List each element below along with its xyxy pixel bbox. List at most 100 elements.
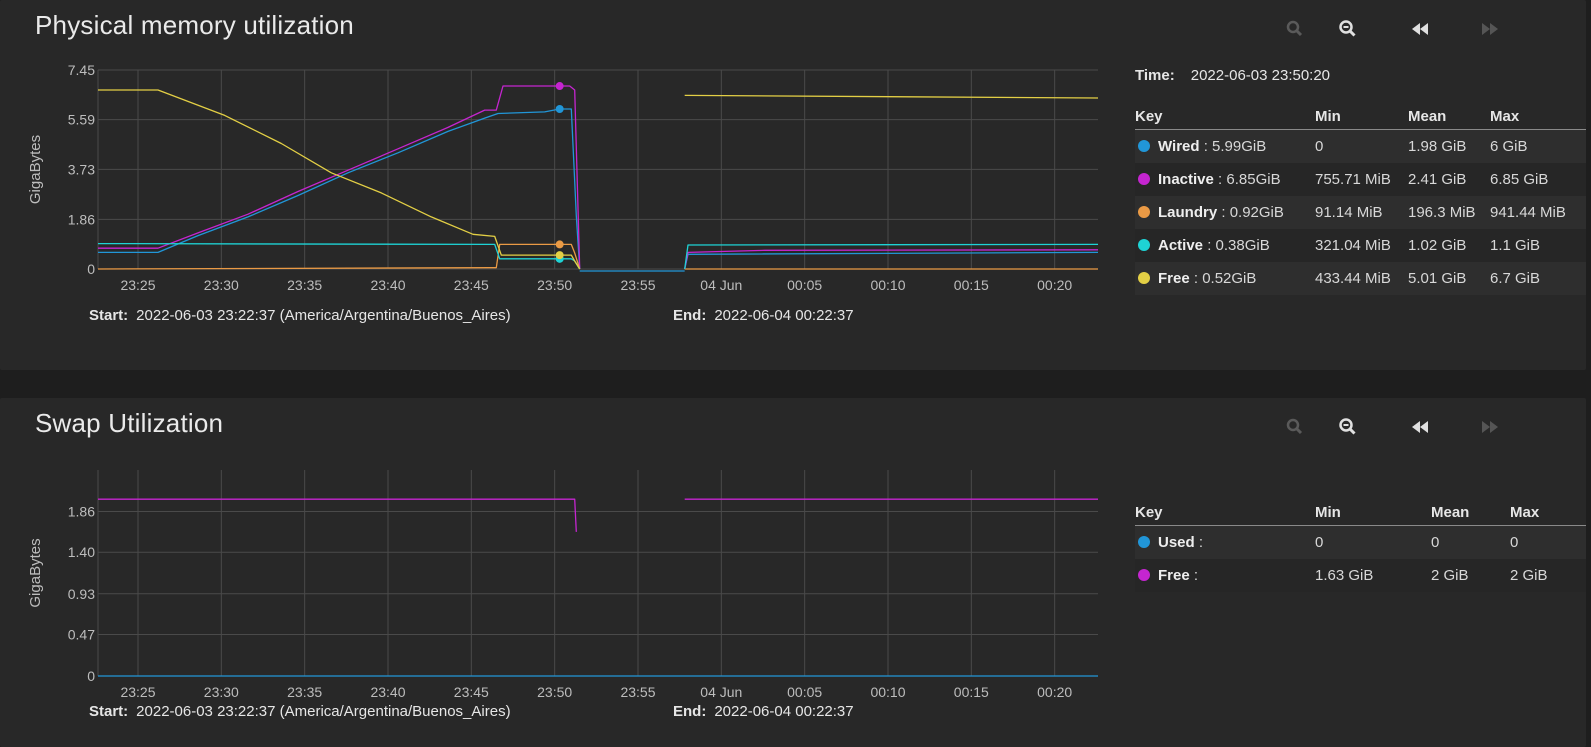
memory-legend-header: Key Min Mean Max bbox=[1135, 103, 1586, 130]
memory-marker-wired bbox=[555, 104, 564, 113]
legend-key-current: : 6.85GiB bbox=[1213, 171, 1281, 188]
swap-x-tick-label: 23:40 bbox=[370, 684, 405, 698]
legend-key: Laundry : 0.92GiB bbox=[1135, 196, 1315, 229]
swap-end-label: End: bbox=[673, 703, 707, 720]
inactive-dot-icon bbox=[1138, 173, 1150, 185]
zoom-in-icon bbox=[1286, 20, 1303, 37]
memory-x-tick-label: 04 Jun bbox=[700, 277, 742, 293]
active-dot-icon bbox=[1138, 239, 1150, 251]
swap-chart: 0 0.47 0.93 1.40 1.86 23:25 23:30 23:35 23:40 23… bbox=[27, 470, 1098, 698]
step-back-button[interactable] bbox=[1405, 14, 1435, 44]
swap-x-tick-label: 23:25 bbox=[120, 684, 155, 698]
legend-max: 6 GiB bbox=[1490, 129, 1586, 163]
memory-time-label: Time: bbox=[1135, 67, 1175, 84]
swap-x-tick-label: 23:45 bbox=[454, 684, 489, 698]
legend-min: 433.44 MiB bbox=[1315, 262, 1408, 295]
legend-key-name: Used bbox=[1158, 534, 1195, 551]
swap-start-label: Start: bbox=[89, 703, 129, 720]
legend-row-free[interactable]: Free : 0.52GiB 433.44 MiB 5.01 GiB 6.7 G… bbox=[1135, 262, 1586, 295]
memory-start: Start: 2022-06-03 23:22:37 (America/Argen… bbox=[89, 307, 511, 324]
memory-x-tick-label: 23:55 bbox=[620, 277, 655, 293]
zoom-out-icon bbox=[1339, 20, 1356, 37]
legend-row-wired[interactable]: Wired : 5.99GiB 0 1.98 GiB 6 GiB bbox=[1135, 129, 1586, 163]
legend-row-inactive[interactable]: Inactive : 6.85GiB 755.71 MiB 2.41 GiB 6… bbox=[1135, 163, 1586, 196]
legend-min: 0 bbox=[1315, 525, 1431, 559]
legend-key-current: : 0.52GiB bbox=[1189, 270, 1257, 287]
memory-series-wired-line bbox=[98, 108, 581, 270]
legend-max: 0 bbox=[1510, 525, 1586, 559]
memory-x-tick-label: 00:15 bbox=[954, 277, 989, 293]
legend-min: 1.63 GiB bbox=[1315, 559, 1431, 592]
step-forward-button[interactable] bbox=[1475, 412, 1505, 442]
swap-legend: Key Min Mean Max Used : 0 0 0 Free : 1.6… bbox=[1135, 499, 1586, 592]
legend-mean: 0 bbox=[1431, 525, 1510, 559]
legend-key-name: Laundry bbox=[1158, 204, 1218, 221]
swap-y-tick-label: 0.93 bbox=[68, 586, 95, 602]
legend-min: 0 bbox=[1315, 129, 1408, 163]
memory-y-tick-label: 7.45 bbox=[68, 62, 95, 78]
memory-y-tick-label: 1.86 bbox=[68, 211, 95, 227]
legend-header-min: Min bbox=[1315, 499, 1431, 526]
swap-x-tick-label: 00:05 bbox=[787, 684, 822, 698]
memory-hover-time: Time: 2022-06-03 23:50:20 bbox=[1135, 67, 1330, 84]
step-forward-icon bbox=[1482, 23, 1498, 35]
memory-x-tick-label: 23:40 bbox=[370, 277, 405, 293]
swap-legend-table: Key Min Mean Max Used : 0 0 0 Free : 1.6… bbox=[1135, 499, 1586, 592]
legend-row-used[interactable]: Used : 0 0 0 bbox=[1135, 525, 1586, 559]
memory-y-tick-label: 3.73 bbox=[68, 161, 95, 177]
legend-mean: 1.98 GiB bbox=[1408, 129, 1490, 163]
memory-series-active-line bbox=[684, 243, 1099, 270]
legend-key-current: : 5.99GiB bbox=[1199, 138, 1267, 155]
swap-start-value: 2022-06-03 23:22:37 (America/Argentina/B… bbox=[136, 703, 511, 720]
legend-row-laundry[interactable]: Laundry : 0.92GiB 91.14 MiB 196.3 MiB 94… bbox=[1135, 196, 1586, 229]
legend-header-key: Key bbox=[1135, 499, 1315, 526]
swap-series-free-line bbox=[98, 498, 577, 532]
step-back-button[interactable] bbox=[1405, 412, 1435, 442]
swap-start: Start: 2022-06-03 23:22:37 (America/Argen… bbox=[89, 703, 511, 720]
legend-mean: 2 GiB bbox=[1431, 559, 1510, 592]
swap-end-value: 2022-06-04 00:22:37 bbox=[714, 703, 854, 720]
memory-y-tick-label: 0 bbox=[87, 261, 95, 277]
legend-max: 2 GiB bbox=[1510, 559, 1586, 592]
legend-row-free[interactable]: Free : 1.63 GiB 2 GiB 2 GiB bbox=[1135, 559, 1586, 592]
zoom-in-button[interactable] bbox=[1280, 412, 1310, 442]
memory-x-tick-label: 23:35 bbox=[287, 277, 322, 293]
swap-x-tick-label: 00:10 bbox=[870, 684, 905, 698]
memory-marker-laundry bbox=[555, 240, 564, 249]
legend-mean: 1.02 GiB bbox=[1408, 229, 1490, 262]
legend-max: 1.1 GiB bbox=[1490, 229, 1586, 262]
swap-x-tick-label: 04 Jun bbox=[700, 684, 742, 698]
legend-key-current: : 0.92GiB bbox=[1217, 204, 1284, 221]
legend-key-current: : bbox=[1194, 534, 1204, 551]
swap-y-tick-label: 1.40 bbox=[68, 544, 95, 560]
legend-row-active[interactable]: Active : 0.38GiB 321.04 MiB 1.02 GiB 1.1… bbox=[1135, 229, 1586, 262]
legend-mean: 2.41 GiB bbox=[1408, 163, 1490, 196]
legend-key-name: Free bbox=[1158, 270, 1190, 287]
memory-start-label: Start: bbox=[89, 307, 129, 324]
legend-mean: 5.01 GiB bbox=[1408, 262, 1490, 295]
memory-start-value: 2022-06-03 23:22:37 (America/Argentina/B… bbox=[136, 307, 511, 324]
legend-key-current: : 0.38GiB bbox=[1203, 237, 1270, 254]
step-forward-button[interactable] bbox=[1475, 14, 1505, 44]
memory-x-tick-label: 00:20 bbox=[1037, 277, 1072, 293]
swap-title: Swap Utilization bbox=[35, 408, 224, 438]
memory-end: End: 2022-06-04 00:22:37 bbox=[673, 307, 854, 324]
swap-x-tick-label: 23:50 bbox=[537, 684, 572, 698]
legend-header-max: Max bbox=[1490, 103, 1586, 130]
legend-key-name: Wired bbox=[1158, 138, 1200, 155]
legend-max: 6.7 GiB bbox=[1490, 262, 1586, 295]
legend-key-name: Free bbox=[1158, 567, 1190, 584]
memory-title: Physical memory utilization bbox=[35, 10, 354, 40]
step-back-icon bbox=[1412, 23, 1428, 35]
swap-x-tick-label: 23:55 bbox=[620, 684, 655, 698]
zoom-out-button[interactable] bbox=[1333, 14, 1363, 44]
swap-legend-header: Key Min Mean Max bbox=[1135, 499, 1586, 526]
legend-key: Free : 0.52GiB bbox=[1135, 262, 1315, 295]
zoom-out-button[interactable] bbox=[1333, 412, 1363, 442]
step-forward-icon bbox=[1482, 421, 1498, 433]
memory-x-tick-label: 23:50 bbox=[537, 277, 572, 293]
memory-chart: 0 1.86 3.73 5.59 7.45 23:25 23:30 23:35 23:40 23… bbox=[27, 62, 1099, 293]
memory-marker-free bbox=[555, 251, 564, 260]
zoom-in-button[interactable] bbox=[1280, 14, 1310, 44]
memory-x-tick-label: 23:45 bbox=[454, 277, 489, 293]
